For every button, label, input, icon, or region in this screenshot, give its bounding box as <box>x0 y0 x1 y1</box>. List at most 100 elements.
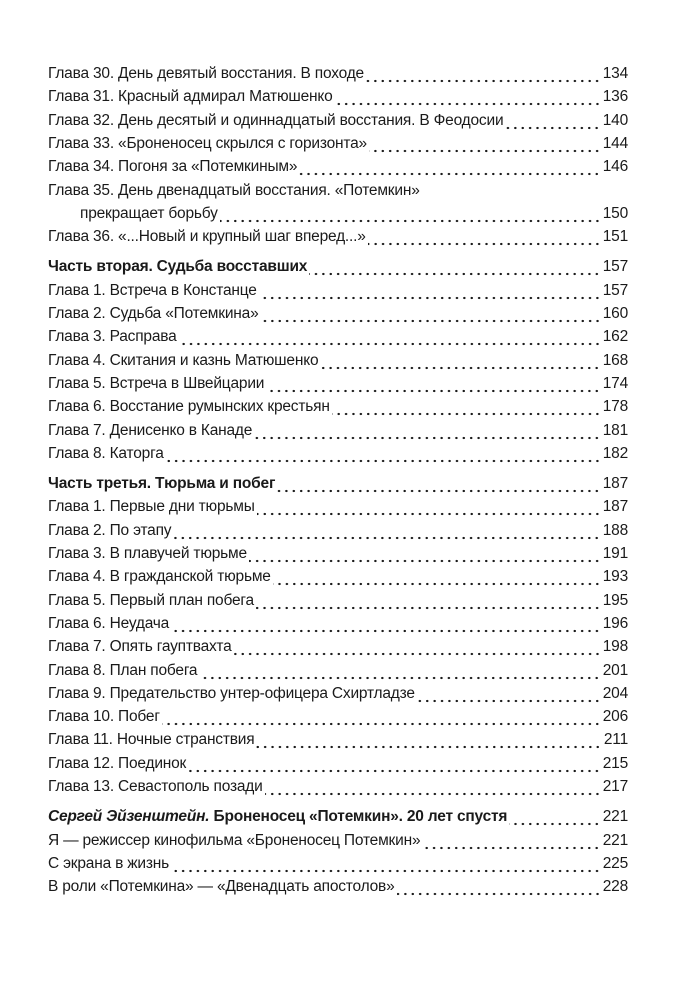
entry-title: Глава 8. Каторга <box>48 444 164 462</box>
dot-leader <box>331 397 601 418</box>
dot-leader <box>299 157 601 178</box>
entry-title: Глава 34. Погоня за «Потемкиным» <box>48 158 298 176</box>
dot-leader <box>248 544 601 564</box>
entry-title: Глава 8. План побега <box>48 661 198 679</box>
entry-title: Глава 5. Встреча в Швейцарии <box>48 374 265 392</box>
entry-title: Часть вторая. Судьба восставших <box>48 258 308 276</box>
toc-chapter-entry: Глава 35. День двенадцатый восстания. «П… <box>48 179 628 201</box>
toc-chapter-entry: Глава 9. Предательство унтер-офицера Схи… <box>48 682 628 704</box>
toc-chapter-entry: Глава 3. Расправа 162 <box>48 325 628 348</box>
entry-title: Глава 31. Красный адмирал Матюшенко <box>48 88 333 106</box>
dot-leader <box>219 203 601 224</box>
dot-leader <box>277 474 601 495</box>
page-number: 191 <box>602 545 628 562</box>
dot-leader <box>254 420 601 441</box>
toc-chapter-entry: Глава 13. Севастополь позади 217 <box>48 775 628 797</box>
dot-leader <box>233 637 601 658</box>
toc-chapter-entry: Глава 7. Опять гауптвахта 198 <box>48 635 628 658</box>
page-number: 174 <box>602 374 628 392</box>
dot-leader <box>334 87 601 108</box>
dot-leader <box>256 730 602 751</box>
page-number: 193 <box>602 568 628 586</box>
entry-title: Глава 6. Неудача <box>48 614 170 632</box>
toc-chapter-entry: Глава 11. Ночные странствия 211 <box>48 728 628 751</box>
dot-leader <box>171 613 601 634</box>
page-number: 221 <box>602 831 628 849</box>
page-number: 144 <box>602 134 628 152</box>
entry-title: Часть третья. Тюрьма и побег <box>48 475 276 493</box>
toc-chapter-entry: Глава 4. Скитания и казнь Матюшенко 168 <box>48 349 628 371</box>
dot-leader <box>171 853 601 874</box>
page-number: 201 <box>602 661 628 679</box>
page-number: 221 <box>602 808 628 826</box>
entry-title: Глава 32. День десятый и одиннадцатый во… <box>48 111 504 129</box>
toc-chapter-entry: Глава 12. Поединок 215 <box>48 752 628 774</box>
page-number: 198 <box>602 638 628 656</box>
entry-title: В роли «Потемкина» — «Двенадцать апостол… <box>48 878 395 896</box>
dot-leader <box>266 373 601 394</box>
toc-chapter-entry: Глава 30. День девятый восстания. В похо… <box>48 62 628 84</box>
dot-leader <box>396 877 601 898</box>
page-number: 188 <box>602 521 628 539</box>
entry-title: Глава 7. Денисенко в Канаде <box>48 421 253 439</box>
page-number: 187 <box>602 498 628 516</box>
toc-chapter-entry: Глава 6. Восстание румынских крестьян 178 <box>48 395 628 418</box>
page-number: 217 <box>602 778 628 795</box>
page-number: 150 <box>602 204 628 222</box>
toc-section-entry: Сергей Эйзенштейн. Броненосец «Потемкин»… <box>48 805 628 828</box>
page-number: 162 <box>602 328 628 346</box>
toc-chapter-entry: Глава 33. «Броненосец скрылся с горизонт… <box>48 132 628 154</box>
dot-leader <box>173 520 601 541</box>
dot-leader <box>264 777 601 797</box>
entry-title: Глава 4. В гражданской тюрьме <box>48 568 271 586</box>
toc-chapter-entry: Глава 32. День десятый и одиннадцатый во… <box>48 109 628 131</box>
entry-title: Глава 4. Скитания и казнь Матюшенко <box>48 351 319 369</box>
entry-title: Глава 9. Предательство унтер-офицера Схи… <box>48 684 415 702</box>
page-number: 178 <box>602 398 628 416</box>
toc-part-entry: Часть третья. Тюрьма и побег 187 <box>48 472 628 495</box>
entry-title: Глава 1. Встреча в Констанце <box>48 281 257 299</box>
dot-leader <box>365 64 601 84</box>
entry-title-continuation: прекращает борьбу <box>80 204 218 222</box>
entry-title: Глава 33. «Броненосец скрылся с горизонт… <box>48 134 367 152</box>
dot-leader <box>165 443 601 464</box>
entry-title: Глава 3. Расправа <box>48 328 177 346</box>
toc-chapter-entry: С экрана в жизнь 225 <box>48 852 628 874</box>
toc-chapter-entry: Глава 8. Каторга 182 <box>48 442 628 464</box>
page-number: 168 <box>602 351 628 369</box>
entry-title: Глава 35. День двенадцатый восстания. «П… <box>48 181 420 199</box>
toc-chapter-entry: Глава 4. В гражданской тюрьме 193 <box>48 565 628 588</box>
entry-title-text: Броненосец «Потемкин». 20 лет спустя <box>213 808 508 826</box>
page-number: 157 <box>602 258 628 276</box>
page-number: 140 <box>602 111 628 129</box>
entry-title: Глава 3. В плавучей тюрьме <box>48 545 247 562</box>
dot-leader <box>367 227 601 248</box>
entry-title: Глава 5. Первый план побега <box>48 591 254 609</box>
dot-leader <box>260 304 601 324</box>
toc-chapter-entry: В роли «Потемкина» — «Двенадцать апостол… <box>48 875 628 898</box>
page-number: 181 <box>602 421 628 439</box>
entry-title: Глава 36. «...Новый и крупный шаг вперед… <box>48 228 366 246</box>
page-number: 151 <box>602 228 628 246</box>
page-number: 136 <box>602 88 628 106</box>
toc-chapter-entry: Глава 34. Погоня за «Потемкиным» 146 <box>48 155 628 178</box>
dot-leader <box>416 683 601 704</box>
toc-chapter-entry: Глава 1. Встреча в Констанце 157 <box>48 279 628 301</box>
toc-chapter-entry: Глава 10. Побег 206 <box>48 705 628 728</box>
page-number: 215 <box>602 754 628 772</box>
page-number: 160 <box>602 305 628 322</box>
page-number: 195 <box>602 591 628 609</box>
entry-author: Сергей Эйзенштейн. <box>48 808 210 826</box>
entry-title: Глава 2. По этапу <box>48 521 172 539</box>
dot-leader <box>256 497 601 518</box>
entry-title: Глава 6. Восстание румынских крестьян <box>48 398 330 416</box>
toc-chapter-entry-continuation: прекращает борьбу 150 <box>80 202 628 224</box>
dot-leader <box>188 753 601 774</box>
toc-chapter-entry: Глава 6. Неудача 196 <box>48 612 628 634</box>
entry-title: Глава 7. Опять гауптвахта <box>48 638 232 656</box>
dot-leader <box>178 327 601 348</box>
toc-chapter-entry: Глава 8. План побега 201 <box>48 659 628 681</box>
entry-title: Глава 11. Ночные странствия <box>48 731 255 749</box>
entry-title: Я — режиссер кинофильма «Броненосец Поте… <box>48 831 421 849</box>
page-number: 182 <box>602 444 628 462</box>
